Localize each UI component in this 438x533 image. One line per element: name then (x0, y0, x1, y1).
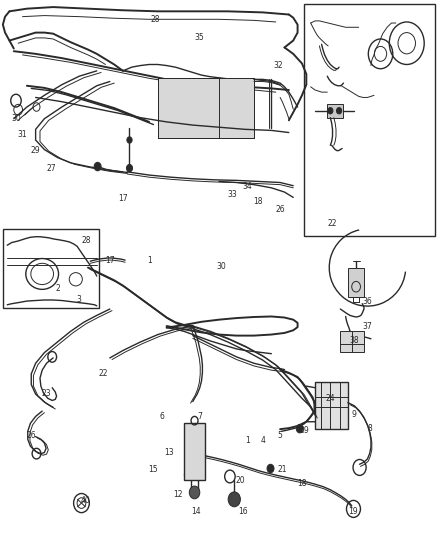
Text: 1: 1 (147, 256, 152, 264)
Circle shape (228, 492, 240, 507)
Text: 32: 32 (273, 61, 283, 70)
Text: 19: 19 (349, 506, 358, 515)
Text: 39: 39 (299, 426, 309, 435)
Text: 17: 17 (105, 256, 115, 264)
Bar (3, 229, 99, 308)
Text: 27: 27 (46, 164, 56, 173)
Text: 3: 3 (76, 295, 81, 304)
Circle shape (189, 486, 200, 499)
Text: 35: 35 (194, 34, 204, 43)
Text: 13: 13 (164, 448, 173, 457)
Text: 38: 38 (350, 336, 359, 345)
Text: 15: 15 (148, 465, 158, 474)
Text: 7: 7 (197, 412, 202, 421)
Text: 9: 9 (351, 410, 356, 419)
Text: 22: 22 (328, 220, 337, 229)
Text: 26: 26 (276, 205, 285, 214)
Text: 26: 26 (26, 431, 36, 440)
Circle shape (328, 108, 333, 114)
Text: 22: 22 (99, 369, 108, 378)
Text: 5: 5 (278, 431, 283, 440)
Text: 33: 33 (227, 190, 237, 199)
Text: 2: 2 (55, 284, 60, 293)
Text: 1: 1 (245, 437, 250, 446)
Text: 29: 29 (31, 146, 40, 155)
Text: 36: 36 (363, 296, 372, 305)
Text: 12: 12 (173, 489, 182, 498)
Text: 24: 24 (325, 394, 335, 403)
Bar (340, 332, 364, 352)
Text: 14: 14 (191, 506, 201, 515)
Text: 8: 8 (367, 424, 372, 433)
Text: 18: 18 (297, 479, 307, 488)
Text: 6: 6 (160, 412, 165, 421)
Text: 21: 21 (278, 465, 287, 474)
Text: 34: 34 (243, 182, 252, 191)
Circle shape (296, 424, 303, 433)
Text: 4: 4 (260, 437, 265, 446)
Text: 37: 37 (363, 321, 372, 330)
Bar (158, 78, 254, 138)
Bar (304, 4, 435, 236)
Circle shape (336, 108, 342, 114)
Text: 28: 28 (81, 237, 91, 246)
Circle shape (94, 163, 101, 171)
Text: 31: 31 (18, 130, 27, 139)
Text: 23: 23 (42, 389, 51, 398)
Circle shape (267, 464, 274, 473)
Circle shape (127, 137, 132, 143)
Text: 16: 16 (238, 506, 248, 515)
Bar (184, 423, 205, 480)
Bar (348, 268, 364, 297)
Text: 28: 28 (151, 15, 160, 24)
Bar (315, 382, 348, 429)
Text: 17: 17 (118, 194, 128, 203)
Text: 20: 20 (235, 476, 245, 484)
Text: 30: 30 (216, 262, 226, 271)
Circle shape (127, 165, 133, 172)
Text: 40: 40 (81, 496, 91, 505)
Text: 18: 18 (254, 197, 263, 206)
Bar (327, 104, 343, 118)
Text: 30: 30 (11, 114, 21, 123)
